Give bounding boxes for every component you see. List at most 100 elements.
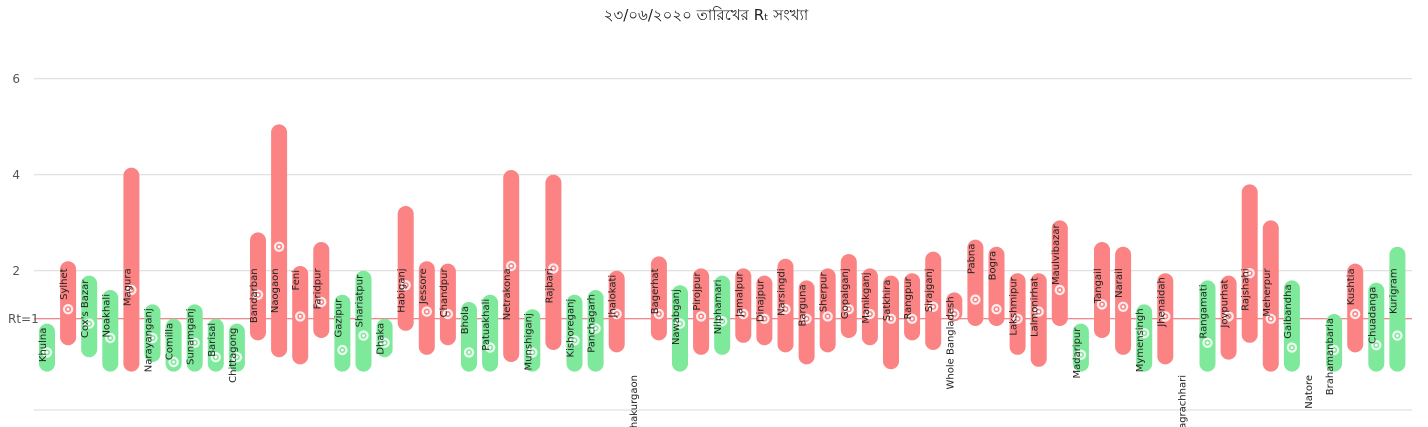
category-label: Kishoreganj xyxy=(566,299,577,358)
rt-point-center xyxy=(108,336,112,340)
rt-point-center xyxy=(404,283,408,287)
category-label: Bogra xyxy=(988,251,999,281)
rt-point-center xyxy=(45,351,49,354)
rt-point-center xyxy=(1079,353,1083,357)
category-label: Narayanganj xyxy=(144,308,155,372)
rt-point-center xyxy=(87,322,91,325)
y-tick-label: 4 xyxy=(12,168,20,182)
category-label: Sylhet xyxy=(59,268,70,300)
rt-point-center xyxy=(699,315,703,318)
rt-point-center xyxy=(868,312,872,316)
range-bar xyxy=(1262,220,1279,372)
category-label: Kurigram xyxy=(1388,268,1399,314)
rt-point-center xyxy=(172,360,176,364)
category-label: Dhaka xyxy=(376,323,387,355)
rt-point-center xyxy=(1248,271,1252,275)
category-label: Pabna xyxy=(966,244,977,275)
range-bar xyxy=(904,273,921,341)
range-bar xyxy=(313,242,330,338)
rt-point-center xyxy=(1374,343,1378,347)
rt-point-center xyxy=(910,317,914,321)
range-bar xyxy=(967,239,984,326)
category-label: Netrakona xyxy=(502,268,513,320)
category-label: Bandarban xyxy=(249,268,260,323)
rt-point-center xyxy=(1121,305,1125,309)
rt-point-center xyxy=(509,264,513,268)
rt-point-center xyxy=(1396,334,1399,337)
rt-point-center xyxy=(151,336,154,340)
category-label: Feni xyxy=(291,270,302,290)
category-label: Mymensingh xyxy=(1135,308,1146,372)
rt-point-center xyxy=(847,307,851,311)
rt-point-center xyxy=(1332,348,1336,352)
category-label: Thakurgaon xyxy=(629,375,640,427)
rt-point-center xyxy=(657,312,661,316)
category-label: Kushtia xyxy=(1346,268,1357,305)
category-label: Naogaon xyxy=(270,268,281,313)
rt-point-center xyxy=(952,312,956,316)
category-label: Barguna xyxy=(798,284,809,326)
range-bar xyxy=(271,124,288,358)
range-bar xyxy=(566,294,583,372)
rt-point-center xyxy=(446,312,450,316)
rt-point-center xyxy=(362,334,365,337)
category-label: Rajbari xyxy=(544,268,555,303)
rt-point-center xyxy=(1206,341,1209,345)
category-label: Shariatpur xyxy=(355,274,366,327)
rt-point-center xyxy=(383,341,386,345)
category-label: Cox's Bazar xyxy=(80,279,91,338)
category-label: Sirajganj xyxy=(924,268,935,312)
category-label: Gopalganj xyxy=(840,268,851,319)
rt-point-center xyxy=(615,312,619,316)
range-bar xyxy=(925,251,942,350)
rt-point-center xyxy=(995,307,998,311)
range-bar xyxy=(123,167,140,372)
category-label: Manikganj xyxy=(861,272,872,323)
range-bar xyxy=(756,275,773,346)
range-bar xyxy=(545,174,562,350)
rt-point-center xyxy=(467,351,471,354)
category-label: Brahamanbaria xyxy=(1325,318,1336,395)
category-label: Lakshmipur xyxy=(1009,276,1020,335)
rt-point-center xyxy=(66,307,70,311)
rt-point-center xyxy=(931,305,935,309)
range-bar xyxy=(60,261,77,346)
category-label: Bagerhat xyxy=(650,268,661,314)
rt-point-center xyxy=(1100,303,1104,306)
category-label: Bhola xyxy=(460,306,471,334)
rt-point-center xyxy=(530,351,534,354)
rt-point-center xyxy=(130,288,133,292)
category-label: Patuakhali xyxy=(481,299,492,351)
category-label: Maulvibazar xyxy=(1051,224,1062,285)
category-label: Nawabganj xyxy=(671,289,682,345)
rt-point-center xyxy=(1058,288,1062,292)
category-label: Jamalpur xyxy=(734,272,745,318)
rt-point-center xyxy=(319,300,323,304)
range-bar xyxy=(524,309,541,372)
category-label: Sherpur xyxy=(819,272,830,313)
range-bar xyxy=(1072,323,1089,372)
category-label: Noakhali xyxy=(101,294,112,338)
category-label: Gaibandha xyxy=(1283,284,1294,338)
range-bar xyxy=(1115,246,1132,355)
range-bar xyxy=(1326,314,1343,372)
category-label: Satkhira xyxy=(882,280,893,322)
chart-title: ২৩/০৬/২০২০ তারিখের Rₜ সংখ্যা xyxy=(604,6,809,24)
range-bar xyxy=(81,275,98,358)
range-bar xyxy=(355,270,372,372)
category-label: Jessore xyxy=(418,268,429,305)
category-label: Tangail xyxy=(1093,268,1104,304)
rt-point-center xyxy=(298,315,302,318)
range-bar xyxy=(1241,184,1258,343)
range-bar xyxy=(840,254,857,338)
rt-point-center xyxy=(805,317,808,321)
range-bar xyxy=(1094,242,1110,338)
category-label: Natore xyxy=(1304,375,1315,409)
rt-point-center xyxy=(488,346,492,349)
y-tick-label: 6 xyxy=(12,72,20,86)
rt-point-center xyxy=(784,307,787,311)
category-label: Rajshahi xyxy=(1241,268,1252,310)
range-bar xyxy=(102,290,119,372)
range-bar xyxy=(250,232,266,341)
